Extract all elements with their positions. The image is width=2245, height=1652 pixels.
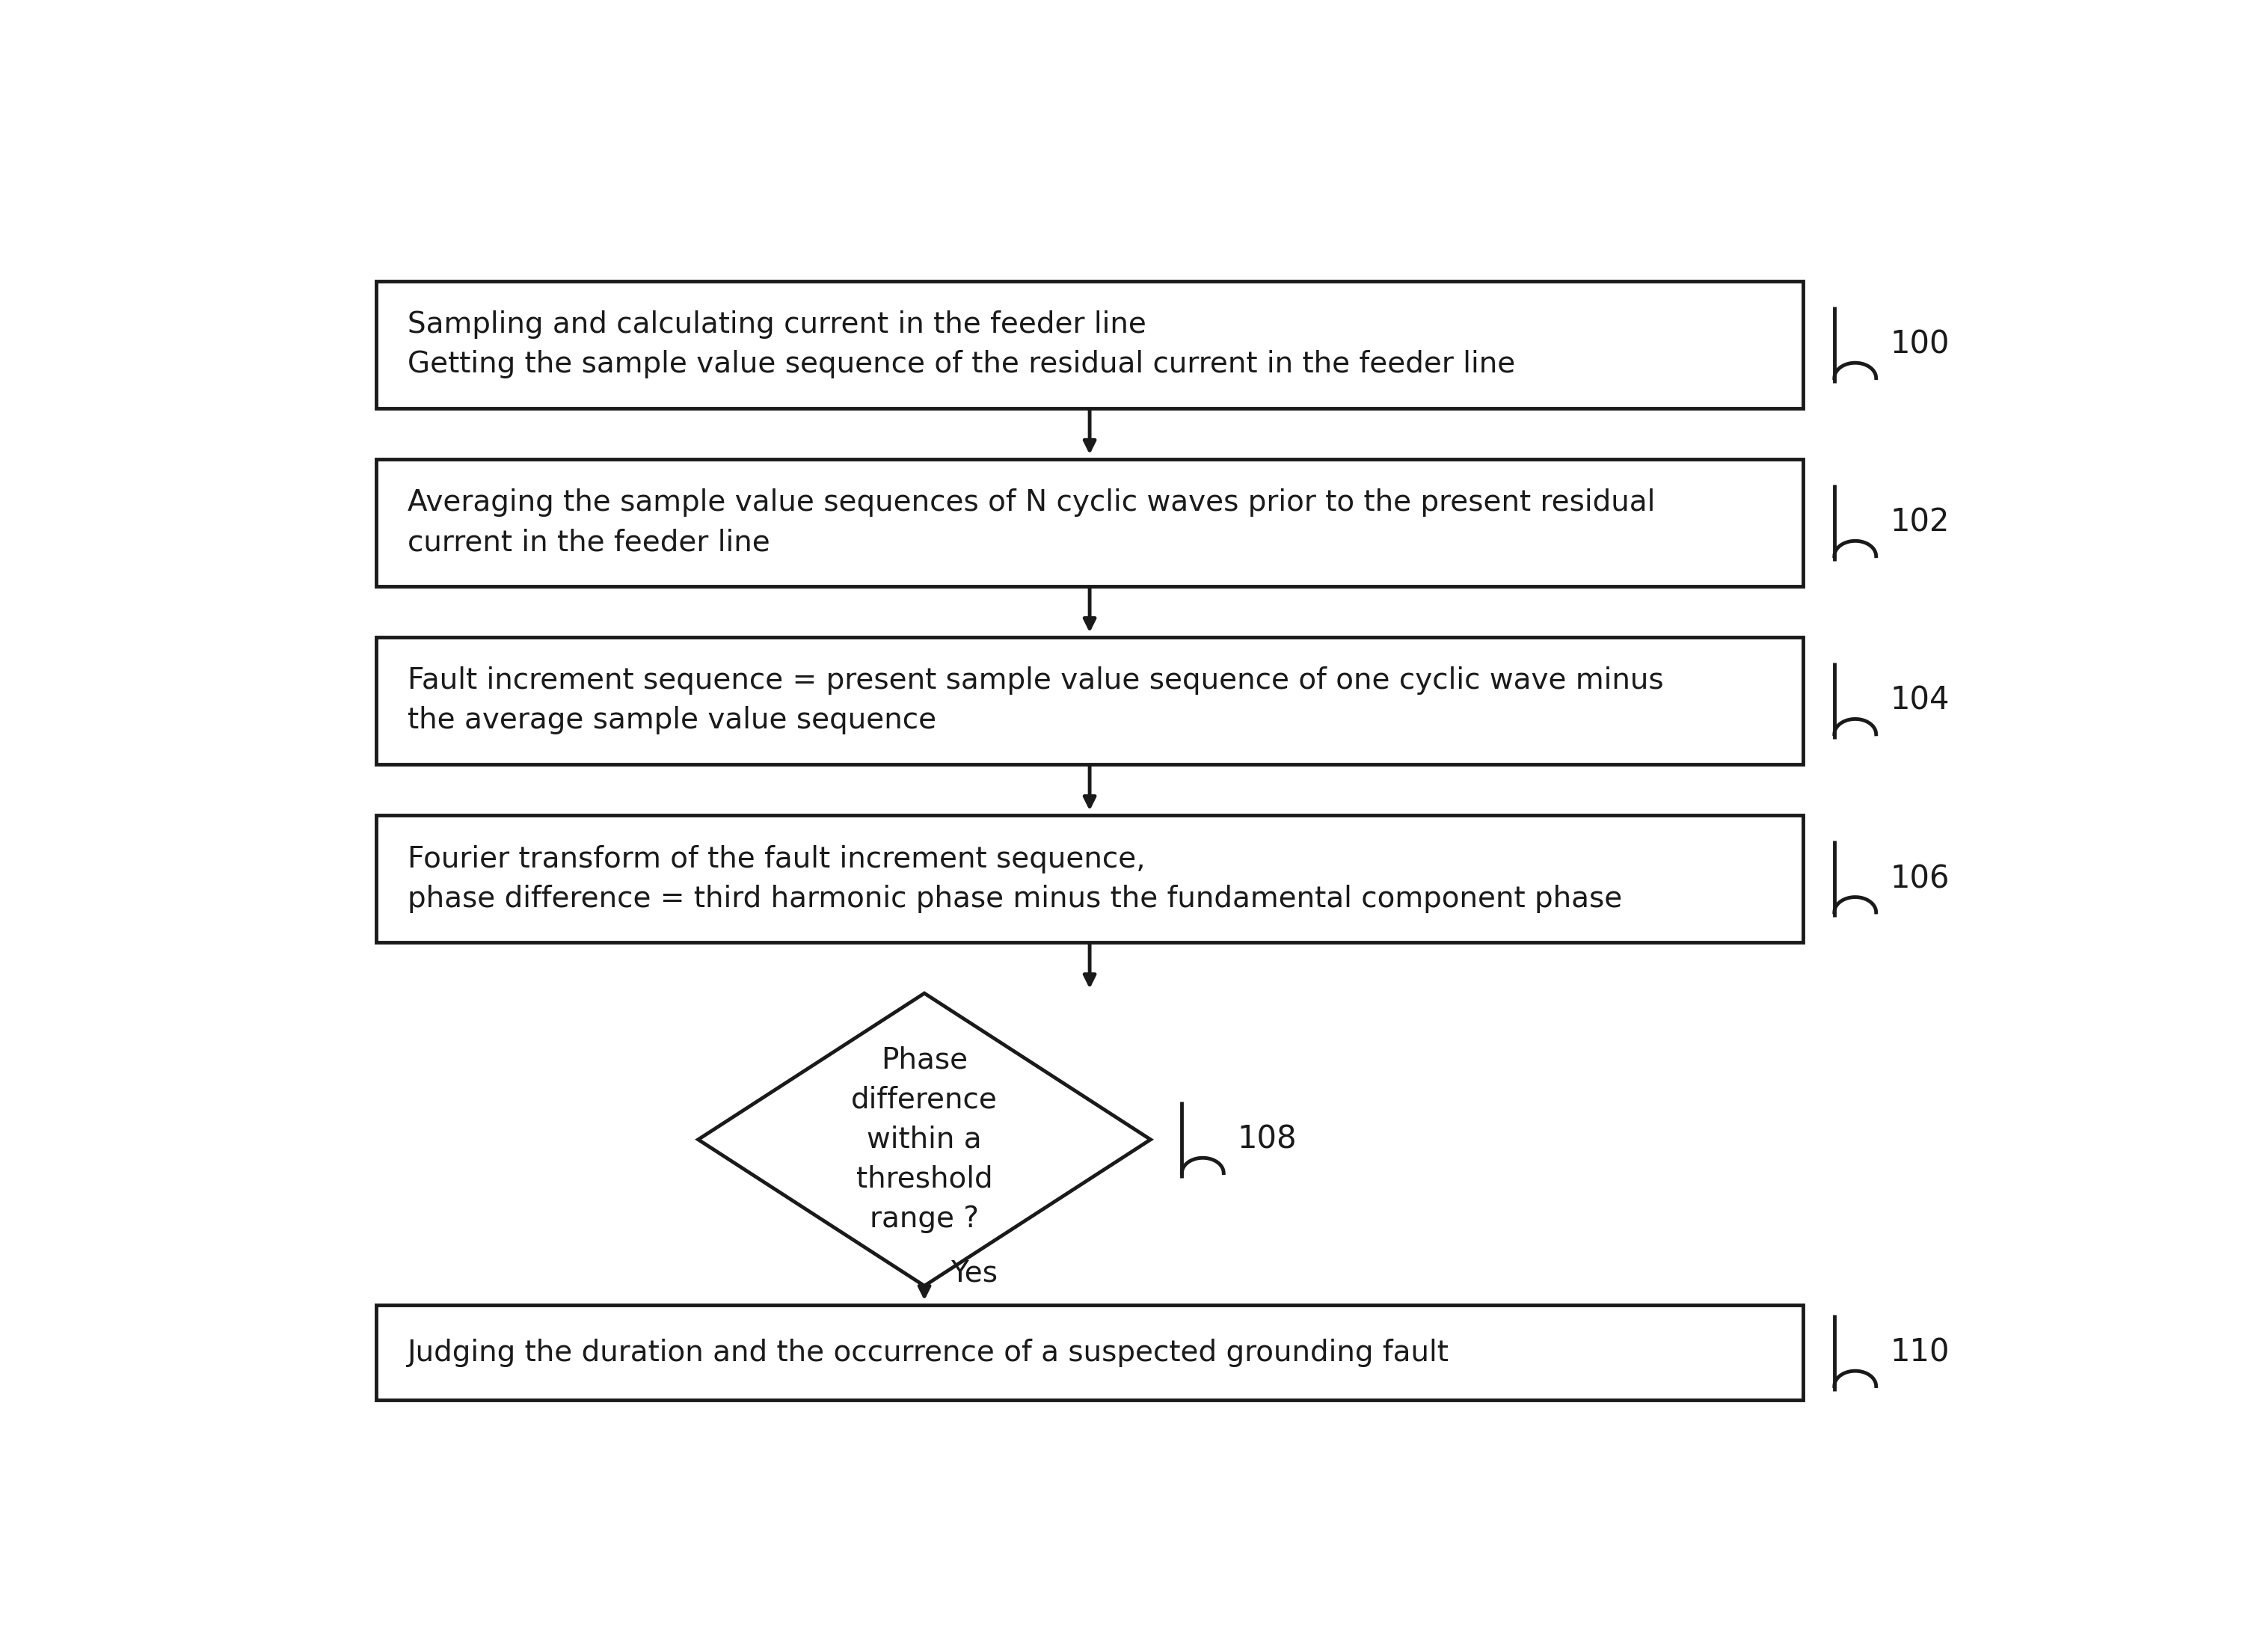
- Text: Yes: Yes: [950, 1259, 997, 1287]
- Text: Phase
difference
within a
threshold
range ?: Phase difference within a threshold rang…: [851, 1046, 997, 1232]
- Text: 108: 108: [1237, 1123, 1298, 1155]
- Text: Averaging the sample value sequences of N cyclic waves prior to the present resi: Averaging the sample value sequences of …: [409, 489, 1655, 557]
- FancyBboxPatch shape: [377, 814, 1803, 942]
- Text: 100: 100: [1890, 329, 1949, 360]
- FancyBboxPatch shape: [377, 281, 1803, 408]
- Text: Judging the duration and the occurrence of a suspected grounding fault: Judging the duration and the occurrence …: [409, 1338, 1450, 1366]
- Text: Sampling and calculating current in the feeder line
Getting the sample value seq: Sampling and calculating current in the …: [409, 311, 1515, 378]
- FancyBboxPatch shape: [377, 1305, 1803, 1401]
- Text: 110: 110: [1890, 1336, 1949, 1368]
- FancyBboxPatch shape: [377, 459, 1803, 586]
- FancyBboxPatch shape: [377, 638, 1803, 765]
- Text: 102: 102: [1890, 507, 1949, 539]
- Text: 106: 106: [1890, 862, 1949, 894]
- Text: Fourier transform of the fault increment sequence,
phase difference = third harm: Fourier transform of the fault increment…: [409, 844, 1623, 914]
- Text: Fault increment sequence = present sample value sequence of one cyclic wave minu: Fault increment sequence = present sampl…: [409, 667, 1664, 735]
- Polygon shape: [698, 993, 1152, 1285]
- Text: 104: 104: [1890, 686, 1949, 717]
